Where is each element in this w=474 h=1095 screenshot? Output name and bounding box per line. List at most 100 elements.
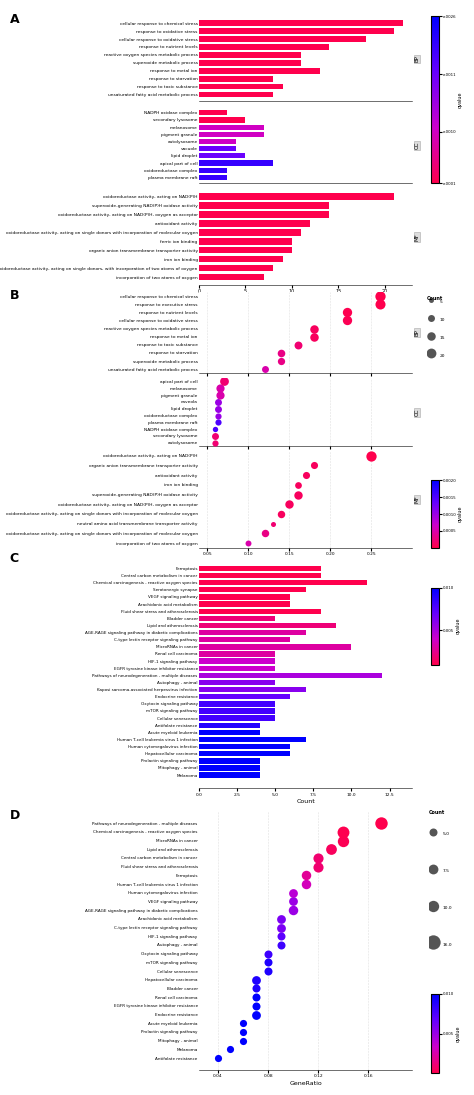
Text: BP: BP [414,330,419,336]
Point [216,387,223,404]
Bar [199,220,310,227]
Bar [199,193,394,199]
Point [214,1049,222,1067]
Point [220,372,228,390]
Bar [199,680,275,685]
Text: MF: MF [414,496,419,504]
Bar [199,84,283,90]
X-axis label: Count: Count [296,799,315,805]
Point [290,884,297,901]
Bar [199,644,351,649]
Text: 7.5: 7.5 [442,869,449,873]
Point [277,927,284,945]
Bar [199,772,260,777]
Point [302,466,310,484]
Point [343,303,351,321]
Bar [199,153,246,159]
Y-axis label: qvalue: qvalue [456,1025,461,1041]
Bar [199,92,273,97]
Bar [199,615,275,621]
Bar [199,53,301,58]
Point [285,496,293,514]
Bar [199,729,260,735]
Bar [199,694,291,700]
Point [252,1006,259,1024]
Bar [199,238,292,244]
Point [427,327,435,345]
Point [277,505,285,522]
Point [310,320,318,337]
Point [429,897,437,914]
Point [214,400,222,417]
Bar [199,265,273,272]
Y-axis label: qvalue: qvalue [458,92,463,108]
Bar [199,658,275,664]
Bar [199,751,291,757]
Text: D: D [9,809,20,822]
Bar [199,630,306,635]
Point [277,936,284,954]
Point [343,312,351,330]
Point [216,380,223,397]
Point [429,861,437,878]
Bar [199,765,260,771]
Point [212,427,219,445]
Point [212,420,219,438]
Bar [199,139,236,145]
Point [277,344,285,361]
Text: B: B [9,289,19,302]
Text: CC: CC [414,141,419,149]
Point [327,841,335,858]
Point [269,515,277,532]
Bar [199,168,227,173]
Bar [199,211,329,218]
Bar [199,737,306,742]
Bar [199,256,283,263]
Point [264,945,272,963]
Bar [199,652,275,657]
Bar [199,609,321,614]
Text: Count: Count [429,810,445,815]
Point [310,457,318,474]
Point [314,857,322,875]
Bar [199,36,366,42]
Bar [199,723,260,728]
Bar [199,701,275,706]
Bar [199,76,273,81]
Point [252,989,259,1006]
Point [429,823,437,841]
Point [376,296,383,313]
Bar [199,161,273,165]
Bar [199,60,301,66]
Point [290,901,297,919]
Point [214,393,222,411]
X-axis label: GeneRatio: GeneRatio [289,558,322,564]
Bar [199,247,292,253]
Point [227,1040,234,1058]
Bar [199,595,291,600]
Point [261,525,268,542]
Point [302,866,310,884]
Text: CC: CC [414,408,419,416]
Bar [199,666,275,671]
Point [264,954,272,971]
Bar [199,131,264,137]
Bar [199,601,291,607]
Bar [199,587,306,592]
Point [245,534,252,552]
Bar [199,758,260,763]
Bar [199,21,403,26]
Text: 16.0: 16.0 [442,943,452,946]
Bar [199,708,275,714]
Bar [199,117,246,123]
Point [277,353,285,370]
Bar [199,623,336,629]
Bar [199,229,301,235]
Bar [199,687,306,692]
Bar [199,44,329,49]
Point [427,291,435,309]
Point [239,1031,247,1049]
Text: Count: Count [427,297,443,301]
Text: BP: BP [414,56,419,62]
Point [294,336,301,354]
